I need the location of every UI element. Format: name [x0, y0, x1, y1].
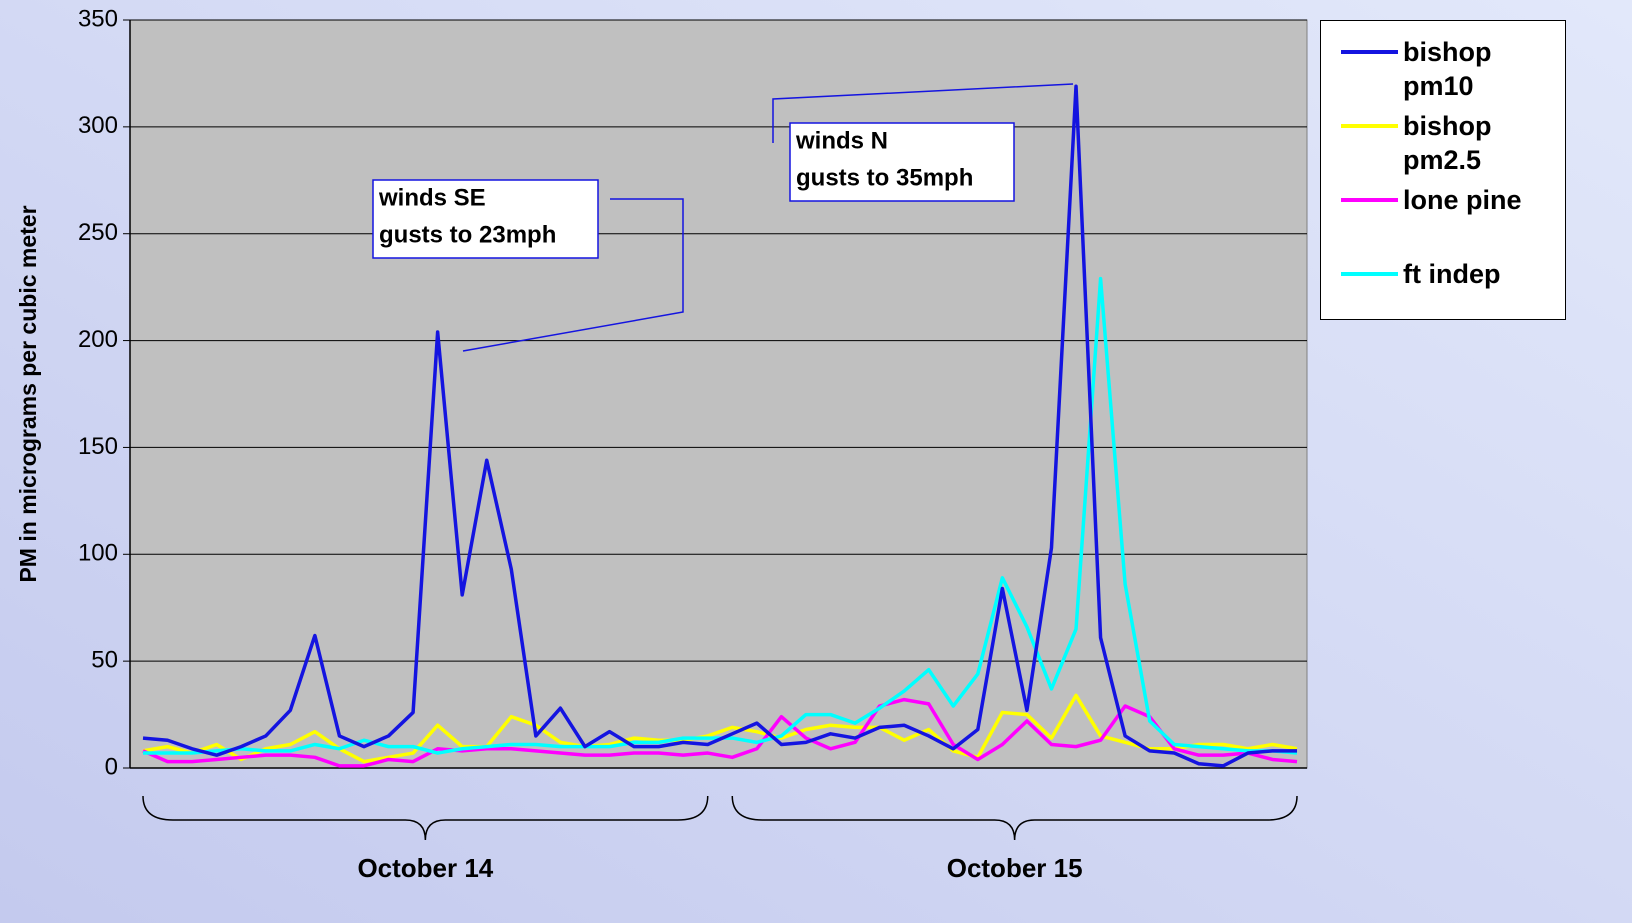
legend-swatch — [1341, 272, 1398, 276]
y-tick-label: 100 — [78, 540, 118, 567]
annotation-connector — [772, 83, 1074, 143]
y-axis-label: PM in micrograms per cubic meter — [15, 205, 41, 582]
group-brace — [142, 795, 709, 841]
y-tick-label: 50 — [91, 646, 118, 673]
annotation-box — [789, 122, 1015, 202]
y-tick-label: 200 — [78, 326, 118, 353]
legend-item: bishop pm2.5 — [1321, 103, 1567, 177]
y-tick-label: 150 — [78, 433, 118, 460]
legend-item: bishop pm10 — [1321, 29, 1567, 103]
y-tick-label: 300 — [78, 112, 118, 139]
annotation-text: gusts to 35mph — [796, 164, 973, 191]
annotation-box — [372, 179, 599, 259]
legend-item: ft indep — [1321, 251, 1567, 325]
annotation-text: gusts to 23mph — [379, 221, 556, 248]
annotation-text: winds N — [795, 127, 888, 154]
legend-swatch — [1341, 50, 1398, 54]
legend-label: bishop pm10 — [1403, 37, 1492, 101]
series-line — [142, 697, 1298, 768]
legend-item: lone pine — [1321, 177, 1567, 251]
y-tick-label: 250 — [78, 219, 118, 246]
legend-label: bishop pm2.5 — [1403, 111, 1492, 175]
legend: bishop pm10 bishop pm2.5 lone pine ft indep — [1320, 20, 1566, 320]
group-label: October 15 — [947, 853, 1083, 883]
legend-label: ft indep — [1403, 259, 1501, 289]
group-label: October 14 — [357, 853, 493, 883]
y-tick-label: 350 — [78, 5, 118, 32]
legend-swatch — [1341, 124, 1398, 128]
annotation-connector — [462, 198, 684, 352]
group-brace — [731, 795, 1298, 841]
legend-label: lone pine — [1403, 185, 1522, 215]
y-tick-label: 0 — [105, 753, 118, 780]
legend-swatch — [1341, 198, 1398, 202]
series-line — [142, 84, 1297, 768]
annotation-text: winds SE — [378, 184, 486, 211]
